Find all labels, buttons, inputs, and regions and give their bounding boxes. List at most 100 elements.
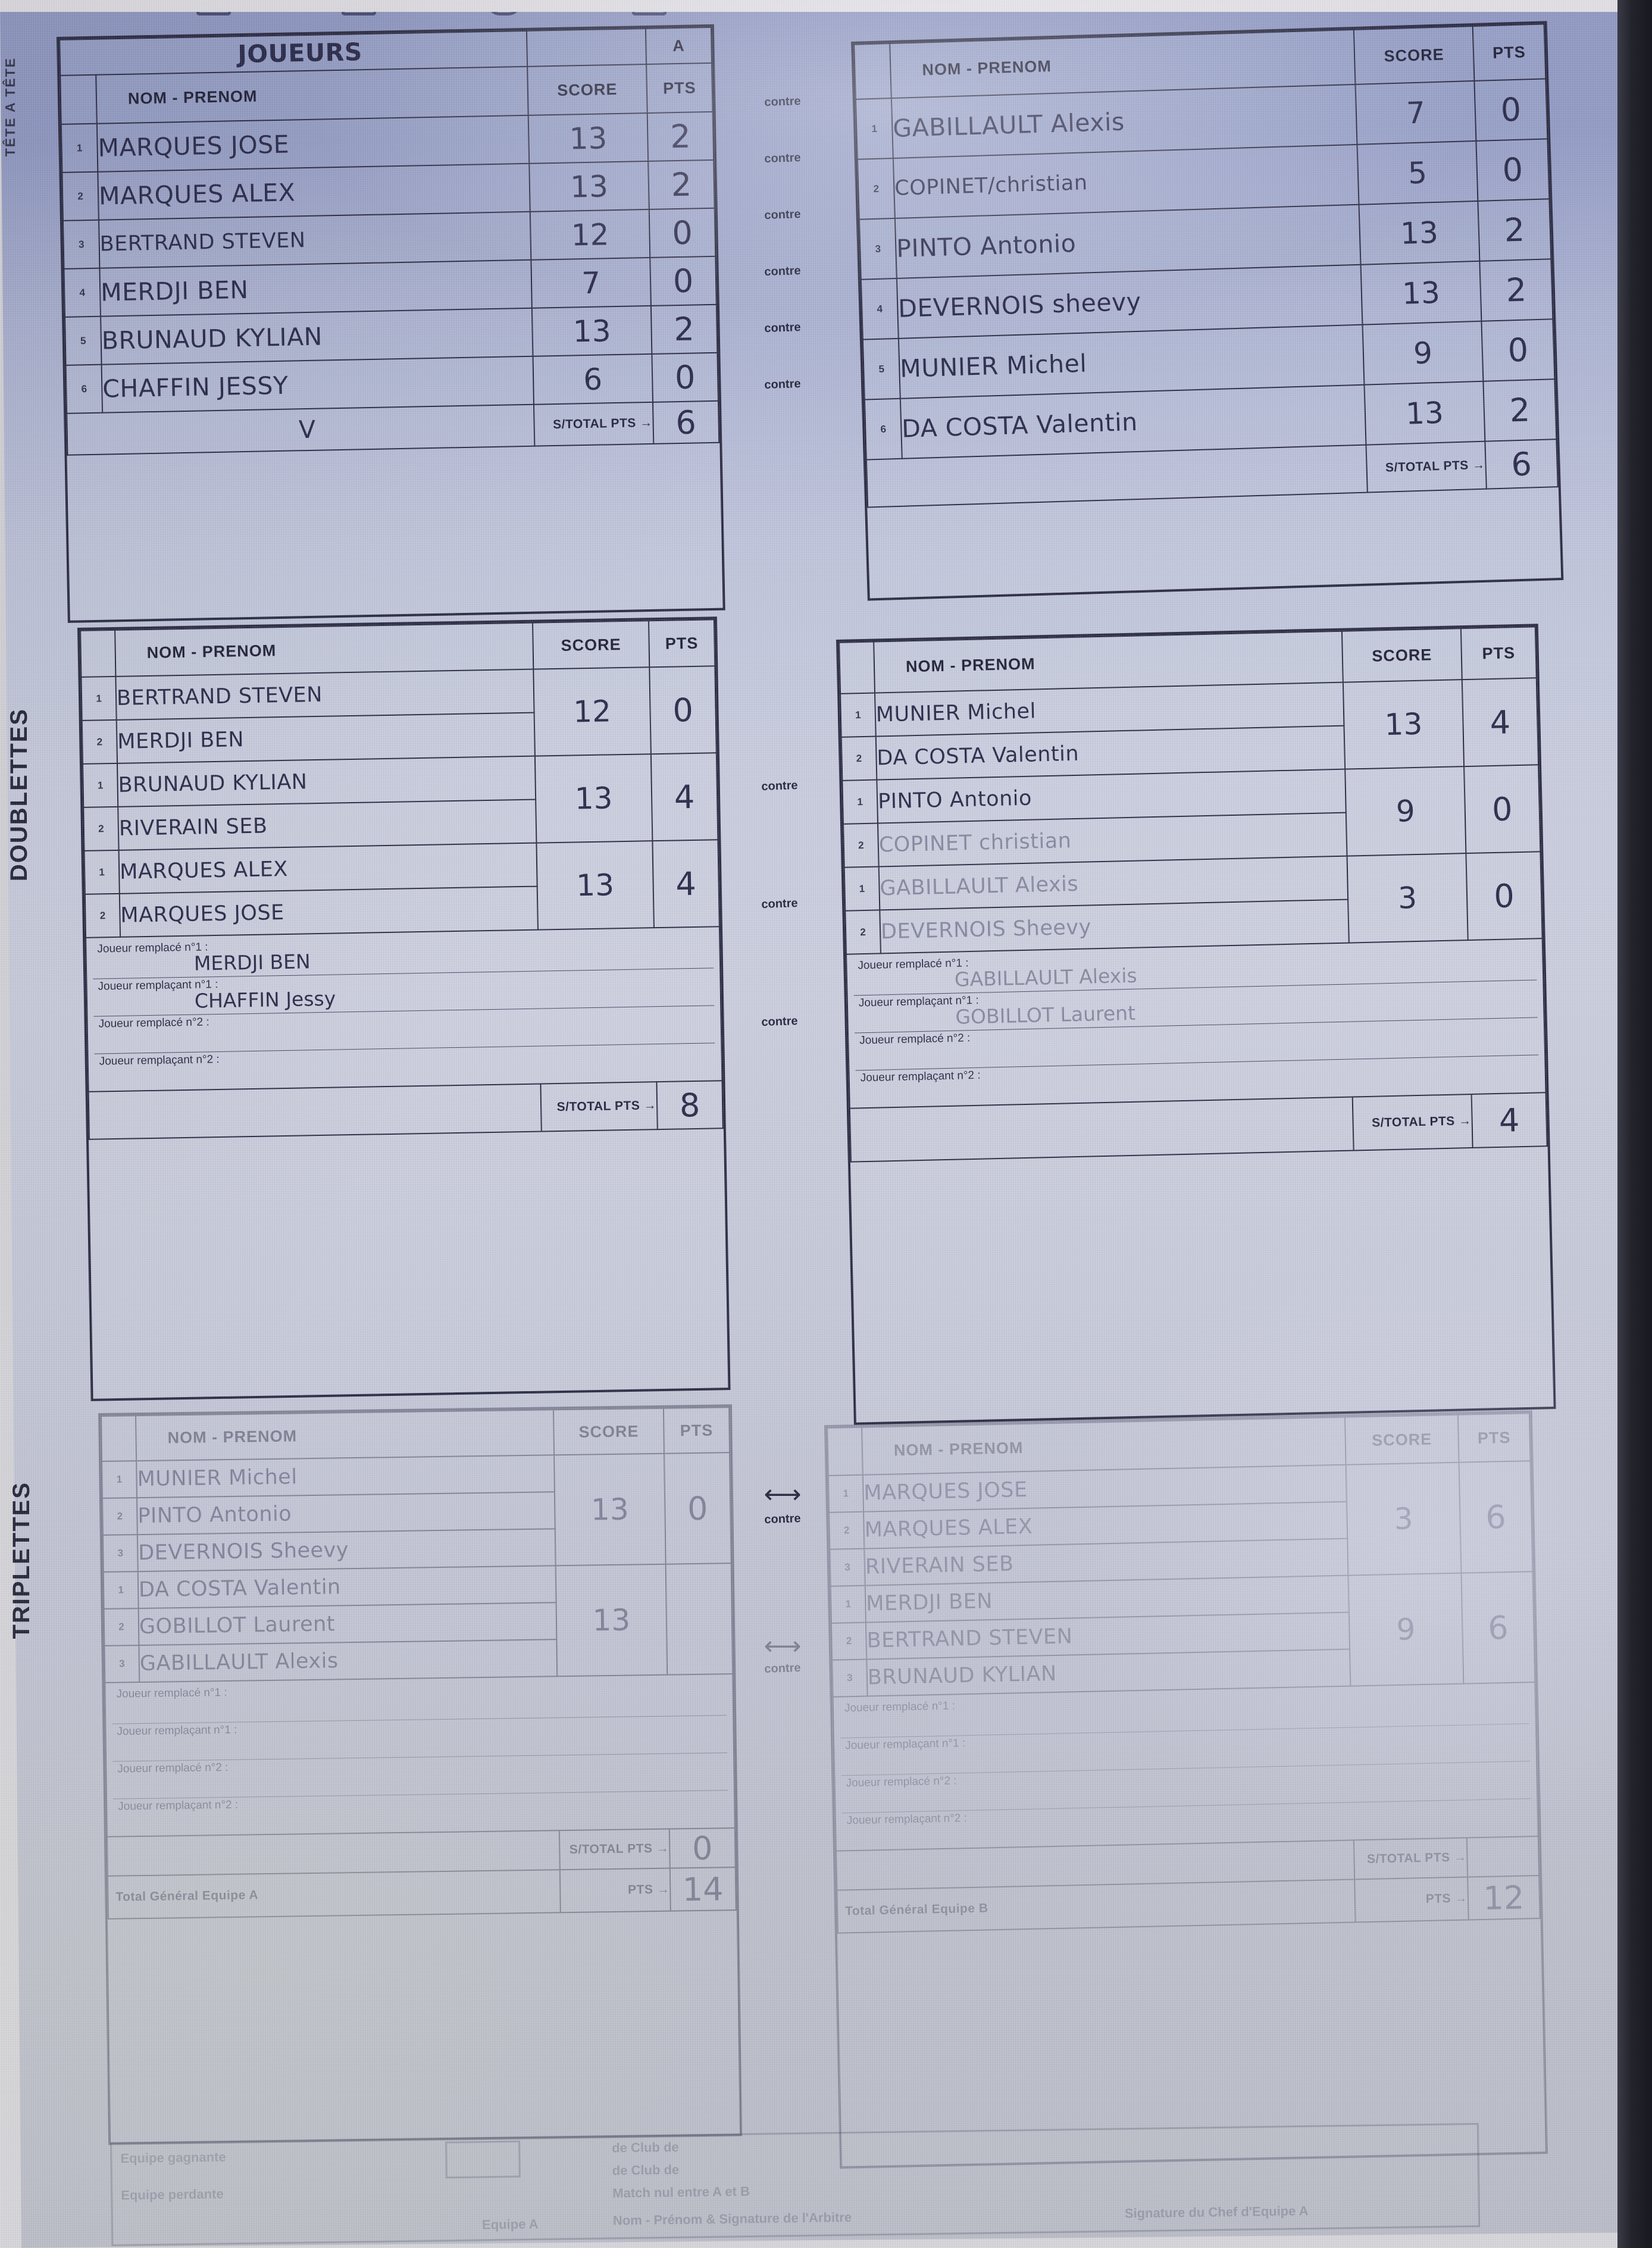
player-name[interactable]: BERTRAND STEVEN <box>98 211 531 268</box>
subtotal-arrow-icon: → <box>643 1098 657 1113</box>
pair-pts[interactable]: 0 <box>1464 765 1541 854</box>
pair-score[interactable]: 12 <box>533 667 651 756</box>
player-name[interactable]: GOBILLOT Laurent <box>138 1602 557 1646</box>
player-score[interactable]: 5 <box>1357 140 1478 205</box>
pair-score[interactable]: 9 <box>1345 766 1466 856</box>
player-pts[interactable]: 0 <box>649 208 716 258</box>
pair-score[interactable]: 13 <box>534 754 653 843</box>
tete-a-tete-left-block: JOUEURS A NOM - PRENOM SCORE PTS 1 MARQU… <box>57 24 725 623</box>
row-number: 3 <box>62 220 100 269</box>
team-score[interactable]: 13 <box>554 1453 666 1566</box>
team-score[interactable]: 13 <box>555 1564 668 1677</box>
joueur-remplace-1-value[interactable]: GABILLAULT Alexis <box>954 963 1137 991</box>
player-score[interactable]: 13 <box>529 161 649 212</box>
footer-note-match-nul: Match nul entre A et B <box>612 2184 750 2201</box>
subtotal-value[interactable]: 0 <box>669 1828 736 1868</box>
pair-pts[interactable]: 4 <box>1462 678 1539 767</box>
total-pts-label: PTS → <box>1354 1877 1469 1923</box>
player-name[interactable]: RIVERAIN SEB <box>118 799 537 850</box>
player-pts[interactable]: 0 <box>650 256 717 306</box>
player-score[interactable]: 6 <box>533 353 653 405</box>
player-score[interactable]: 7 <box>531 257 651 308</box>
row-number: 3 <box>104 1645 140 1683</box>
player-name[interactable]: MUNIER Michel <box>136 1455 555 1498</box>
player-name[interactable]: BRUNAUD KYLIAN <box>101 308 533 365</box>
team-score[interactable]: 3 <box>1346 1462 1462 1576</box>
subtotal-value[interactable]: 4 <box>1471 1092 1547 1148</box>
player-score[interactable]: 9 <box>1362 321 1484 385</box>
pair-score[interactable]: 13 <box>1343 680 1465 769</box>
player-pts[interactable]: 2 <box>1479 259 1553 321</box>
player-name[interactable]: MARQUES ALEX <box>98 163 530 220</box>
player-score[interactable]: 7 <box>1355 80 1476 145</box>
player-score[interactable]: 12 <box>530 209 650 260</box>
team-pts[interactable] <box>665 1563 733 1675</box>
player-name[interactable]: MARQUES JOSE <box>96 115 530 172</box>
contre-column-tete-a-tete: contre contre contre contre contre contr… <box>738 95 827 392</box>
player-score[interactable]: 13 <box>1364 381 1485 445</box>
player-name[interactable]: BRUNAUD KYLIAN <box>117 756 536 807</box>
player-score[interactable]: 13 <box>531 305 652 356</box>
subtotal-value[interactable]: 6 <box>1485 439 1558 489</box>
pair-score[interactable]: 3 <box>1347 853 1468 943</box>
team-score[interactable]: 9 <box>1348 1573 1464 1686</box>
joueur-remplacant-1-label: Joueur remplaçant n°1 : <box>845 1737 966 1752</box>
row-number: 1 <box>855 98 893 159</box>
player-score[interactable]: 13 <box>528 112 649 164</box>
joueur-remplacant-1-value[interactable]: CHAFFIN Jessy <box>194 987 336 1013</box>
player-name[interactable]: DEVERNOIS Sheevy <box>137 1529 556 1572</box>
pair-pts[interactable]: 0 <box>1466 851 1543 941</box>
player-score[interactable]: 13 <box>1359 201 1480 265</box>
total-general-row: Total Général Equipe A PTS → 14 <box>107 1867 736 1919</box>
contre-label: contre <box>764 1511 801 1527</box>
player-name[interactable]: PINTO Antonio <box>136 1492 555 1535</box>
player-name[interactable]: GABILLAULT Alexis <box>139 1639 558 1683</box>
player-pts[interactable]: 2 <box>648 159 715 209</box>
team-pts[interactable]: 0 <box>664 1452 731 1564</box>
row-number: 1 <box>103 1571 139 1609</box>
player-name[interactable]: BERTRAND STEVEN <box>115 669 534 720</box>
joueur-remplacant-1-value[interactable]: GOBILLOT Laurent <box>955 1001 1136 1029</box>
score-column-header: SCORE <box>1344 1414 1459 1465</box>
pts-column-header: PTS <box>1472 24 1546 81</box>
subtotal-value[interactable]: 6 <box>652 400 719 444</box>
player-name[interactable]: MERDJI BEN <box>99 259 532 317</box>
total-general-value[interactable]: 14 <box>669 1867 736 1911</box>
subtotal-arrow-icon: → <box>639 415 653 430</box>
pair-pts[interactable]: 0 <box>649 666 717 754</box>
team-pts[interactable]: 6 <box>1461 1571 1535 1684</box>
equipe-gagnante-box[interactable] <box>445 2140 521 2179</box>
player-name[interactable]: MERDJI BEN <box>116 712 535 763</box>
player-name[interactable]: CHAFFIN JESSY <box>101 356 534 413</box>
pair-pts[interactable]: 4 <box>652 840 719 928</box>
pts-column-header: PTS <box>663 1407 730 1454</box>
total-general-value[interactable]: 12 <box>1468 1876 1540 1920</box>
player-name[interactable]: MARQUES ALEX <box>118 843 537 894</box>
row-number: 1 <box>828 1474 864 1513</box>
subtotal-label: S/TOTAL PTS → <box>1366 441 1487 493</box>
subtotal-arrow-icon: → <box>1472 458 1485 472</box>
row-number: 1 <box>842 779 878 824</box>
player-pts[interactable]: 2 <box>650 304 718 354</box>
subtotal-label: S/TOTAL PTS → <box>1353 1837 1468 1880</box>
team-pts[interactable]: 6 <box>1459 1461 1533 1573</box>
player-name[interactable]: MARQUES JOSE <box>119 886 538 937</box>
player-pts[interactable]: 0 <box>1476 139 1550 201</box>
row-number: 2 <box>845 910 881 954</box>
subtotal-arrow-icon: → <box>1458 1113 1472 1128</box>
player-score[interactable]: 13 <box>1360 261 1482 325</box>
player-name[interactable]: DA COSTA Valentin <box>137 1566 556 1609</box>
joueur-remplacant-1-label: Joueur remplaçant n°1 : <box>117 1723 237 1738</box>
pair-score[interactable]: 13 <box>536 841 654 930</box>
player-pts[interactable]: 2 <box>647 111 714 161</box>
joueur-remplace-1-value[interactable]: MERDJI BEN <box>193 950 311 975</box>
player-pts[interactable]: 2 <box>1483 379 1557 442</box>
score-column-header: SCORE <box>532 621 650 669</box>
subtotal-value[interactable] <box>1466 1836 1540 1877</box>
pair-pts[interactable]: 4 <box>650 753 718 841</box>
player-pts[interactable]: 0 <box>1481 319 1555 381</box>
player-pts[interactable]: 0 <box>652 352 718 402</box>
player-pts[interactable]: 0 <box>1474 79 1548 141</box>
player-pts[interactable]: 2 <box>1478 199 1551 261</box>
subtotal-value[interactable]: 8 <box>656 1081 723 1130</box>
